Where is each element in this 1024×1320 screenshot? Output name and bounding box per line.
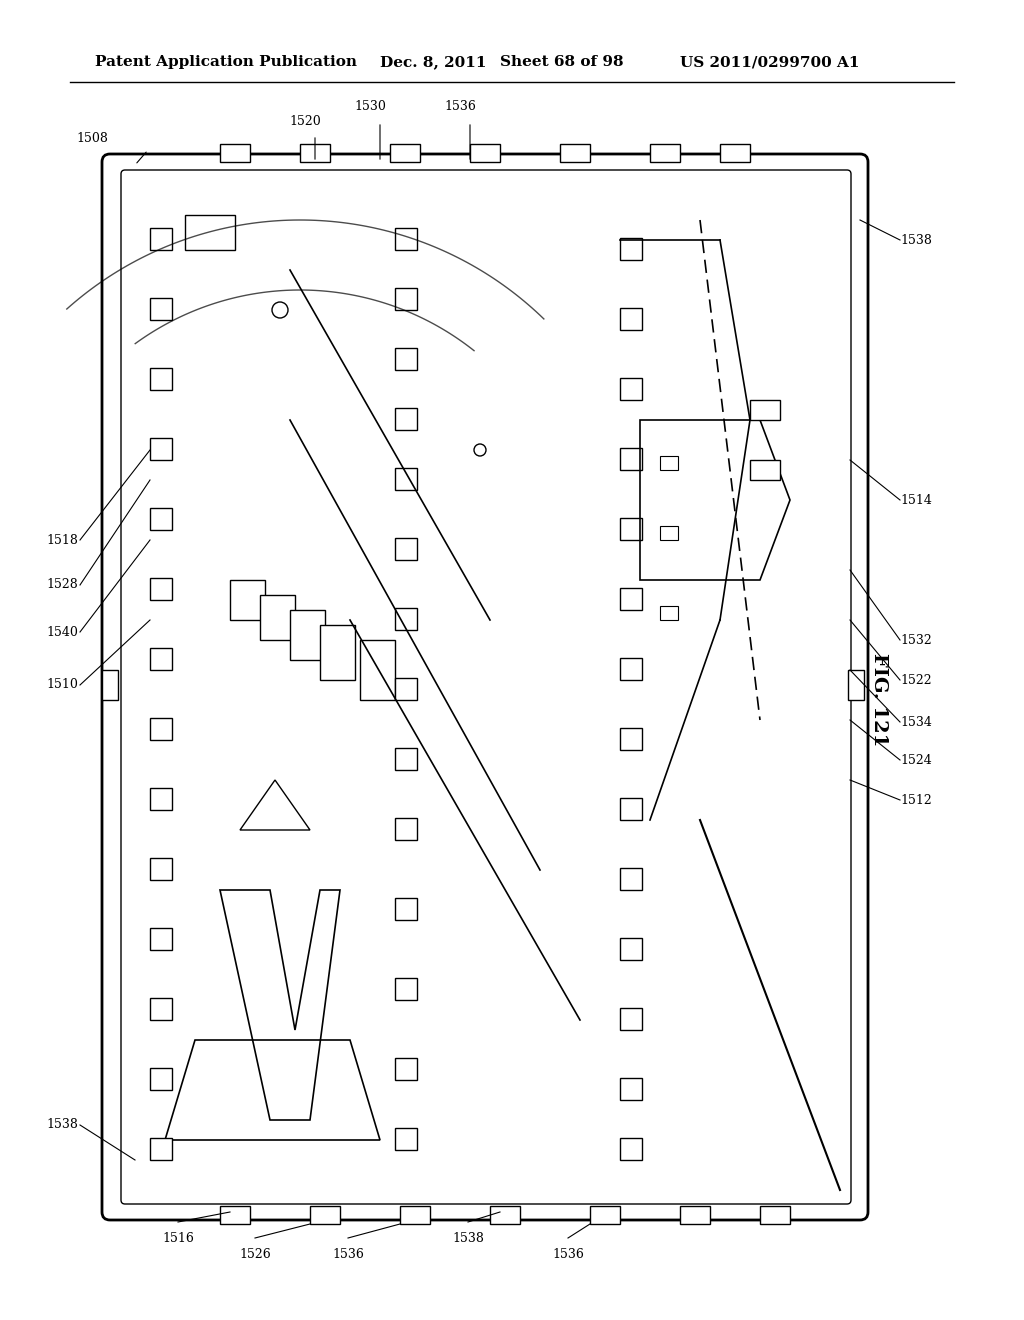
Bar [150, 298, 172, 319]
Text: Patent Application Publication: Patent Application Publication [95, 55, 357, 69]
Bar [150, 718, 172, 741]
Text: FIG. 121: FIG. 121 [870, 653, 888, 747]
Bar [395, 609, 417, 630]
Text: 1528: 1528 [46, 578, 78, 591]
Text: 1508: 1508 [76, 132, 108, 145]
Bar [260, 595, 295, 640]
Bar [290, 610, 325, 660]
Bar [848, 671, 864, 700]
Text: 1532: 1532 [900, 634, 932, 647]
Bar [150, 228, 172, 249]
Bar [620, 1008, 642, 1030]
Bar [395, 678, 417, 700]
Text: 1538: 1538 [452, 1232, 484, 1245]
Bar [395, 748, 417, 770]
Bar [150, 508, 172, 531]
Bar [680, 1206, 710, 1224]
Text: 1524: 1524 [900, 754, 932, 767]
Bar [470, 144, 500, 162]
Text: 1516: 1516 [162, 1232, 194, 1245]
Text: 1522: 1522 [900, 673, 932, 686]
Bar [490, 1206, 520, 1224]
Bar [620, 939, 642, 960]
Bar [590, 1206, 620, 1224]
Bar [620, 1078, 642, 1100]
Bar [395, 539, 417, 560]
Bar [760, 1206, 790, 1224]
Text: Dec. 8, 2011: Dec. 8, 2011 [380, 55, 486, 69]
Bar [102, 671, 118, 700]
Bar [660, 606, 678, 620]
Bar [395, 228, 417, 249]
Bar [395, 348, 417, 370]
Bar [620, 378, 642, 400]
Bar [150, 438, 172, 459]
Bar [650, 144, 680, 162]
Bar [220, 1206, 250, 1224]
Bar [360, 640, 395, 700]
FancyBboxPatch shape [102, 154, 868, 1220]
Bar [400, 1206, 430, 1224]
Bar [620, 729, 642, 750]
Bar [395, 1129, 417, 1150]
Bar [390, 144, 420, 162]
Bar [620, 238, 642, 260]
Bar [185, 215, 234, 249]
Bar [150, 1068, 172, 1090]
Text: 1512: 1512 [900, 793, 932, 807]
Bar [620, 587, 642, 610]
Text: 1538: 1538 [46, 1118, 78, 1131]
Text: 1526: 1526 [240, 1247, 271, 1261]
Bar [395, 1059, 417, 1080]
Text: 1538: 1538 [900, 234, 932, 247]
Bar [395, 469, 417, 490]
Text: 1510: 1510 [46, 678, 78, 692]
Bar [620, 869, 642, 890]
Text: 1536: 1536 [552, 1247, 584, 1261]
Bar [150, 928, 172, 950]
Bar [750, 400, 780, 420]
Bar [395, 978, 417, 1001]
Text: 1530: 1530 [354, 100, 386, 114]
Bar [660, 525, 678, 540]
Bar [620, 1138, 642, 1160]
Bar [319, 624, 355, 680]
Bar [150, 788, 172, 810]
Bar [150, 648, 172, 671]
Bar [395, 288, 417, 310]
Text: 1536: 1536 [332, 1247, 364, 1261]
Text: US 2011/0299700 A1: US 2011/0299700 A1 [680, 55, 859, 69]
Bar [395, 408, 417, 430]
Bar [620, 517, 642, 540]
Text: 1520: 1520 [289, 115, 321, 128]
Text: 1514: 1514 [900, 494, 932, 507]
Bar [620, 447, 642, 470]
Text: 1518: 1518 [46, 533, 78, 546]
Bar [150, 578, 172, 601]
Bar [150, 858, 172, 880]
Text: Sheet 68 of 98: Sheet 68 of 98 [500, 55, 624, 69]
Bar [220, 144, 250, 162]
Bar [150, 1138, 172, 1160]
FancyBboxPatch shape [121, 170, 851, 1204]
Bar [560, 144, 590, 162]
Text: 1540: 1540 [46, 626, 78, 639]
Bar [395, 818, 417, 840]
Bar [620, 799, 642, 820]
Bar [310, 1206, 340, 1224]
Bar [150, 998, 172, 1020]
Bar [620, 308, 642, 330]
Text: 1536: 1536 [444, 100, 476, 114]
Bar [230, 579, 265, 620]
Bar [620, 657, 642, 680]
Bar [300, 144, 330, 162]
Bar [395, 898, 417, 920]
Bar [660, 455, 678, 470]
Bar [750, 459, 780, 480]
Text: 1534: 1534 [900, 715, 932, 729]
Bar [720, 144, 750, 162]
Bar [150, 368, 172, 389]
